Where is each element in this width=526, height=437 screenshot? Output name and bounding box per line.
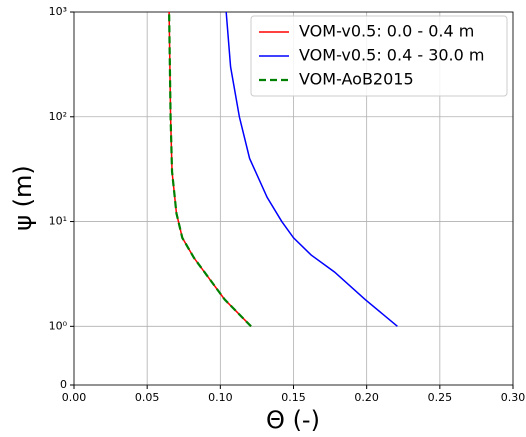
x-tick-label: 0.25 [428,391,453,404]
y-tick-label: 10¹ [49,215,67,228]
line-series [168,11,252,328]
legend-label: VOM-AoB2015 [299,70,414,89]
line-series [168,11,252,327]
legend-box [250,15,508,97]
x-tick-label: 0.00 [62,391,87,404]
legend-label: VOM-v0.5: 0.4 - 30.0 m [299,46,484,65]
plot-frame [73,11,514,386]
y-axis-label: ψ (m) [9,165,37,231]
x-tick-label: 0.20 [354,391,379,404]
x-axis-label: Θ (-) [266,406,320,434]
x-tick-label: 0.30 [501,391,526,404]
y-tick-label: 10⁰ [49,319,68,332]
legend-label: VOM-v0.5: 0.0 - 0.4 m [299,22,474,41]
y-tick-label: 10³ [49,5,67,18]
x-tick-label: 0.15 [281,391,306,404]
x-tick-label: 0.10 [208,391,233,404]
y-tick-label: 0 [60,378,67,391]
y-tick-label: 10² [49,110,67,123]
legend: VOM-v0.5: 0.0 - 0.4 m VOM-v0.5: 0.4 - 30.… [250,15,508,97]
x-tick-label: 0.05 [135,391,160,404]
line-series [225,11,398,327]
